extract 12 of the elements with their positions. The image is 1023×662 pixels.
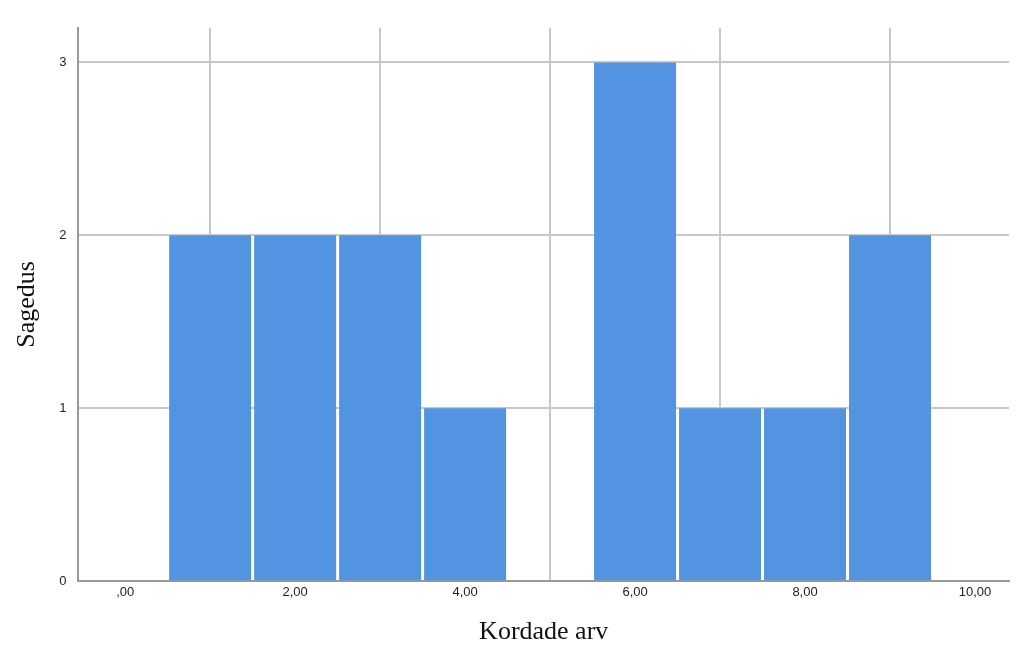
x-tick-label: 8,00 bbox=[792, 583, 818, 599]
y-tick-label: 1 bbox=[59, 399, 67, 415]
x-tick-label: 4,00 bbox=[452, 583, 478, 599]
x-tick-label: ,00 bbox=[116, 583, 135, 599]
y-tick-label: 0 bbox=[59, 572, 67, 588]
y-tick-label: 2 bbox=[59, 226, 67, 242]
y-axis-title: Sagedus bbox=[11, 261, 41, 348]
x-tick-label: 6,00 bbox=[622, 583, 648, 599]
y-tick-label: 3 bbox=[59, 53, 67, 69]
x-tick-label: 10,00 bbox=[958, 583, 992, 599]
x-tick-label: 2,00 bbox=[282, 583, 308, 599]
x-axis-title: Kordade arv bbox=[479, 616, 609, 646]
